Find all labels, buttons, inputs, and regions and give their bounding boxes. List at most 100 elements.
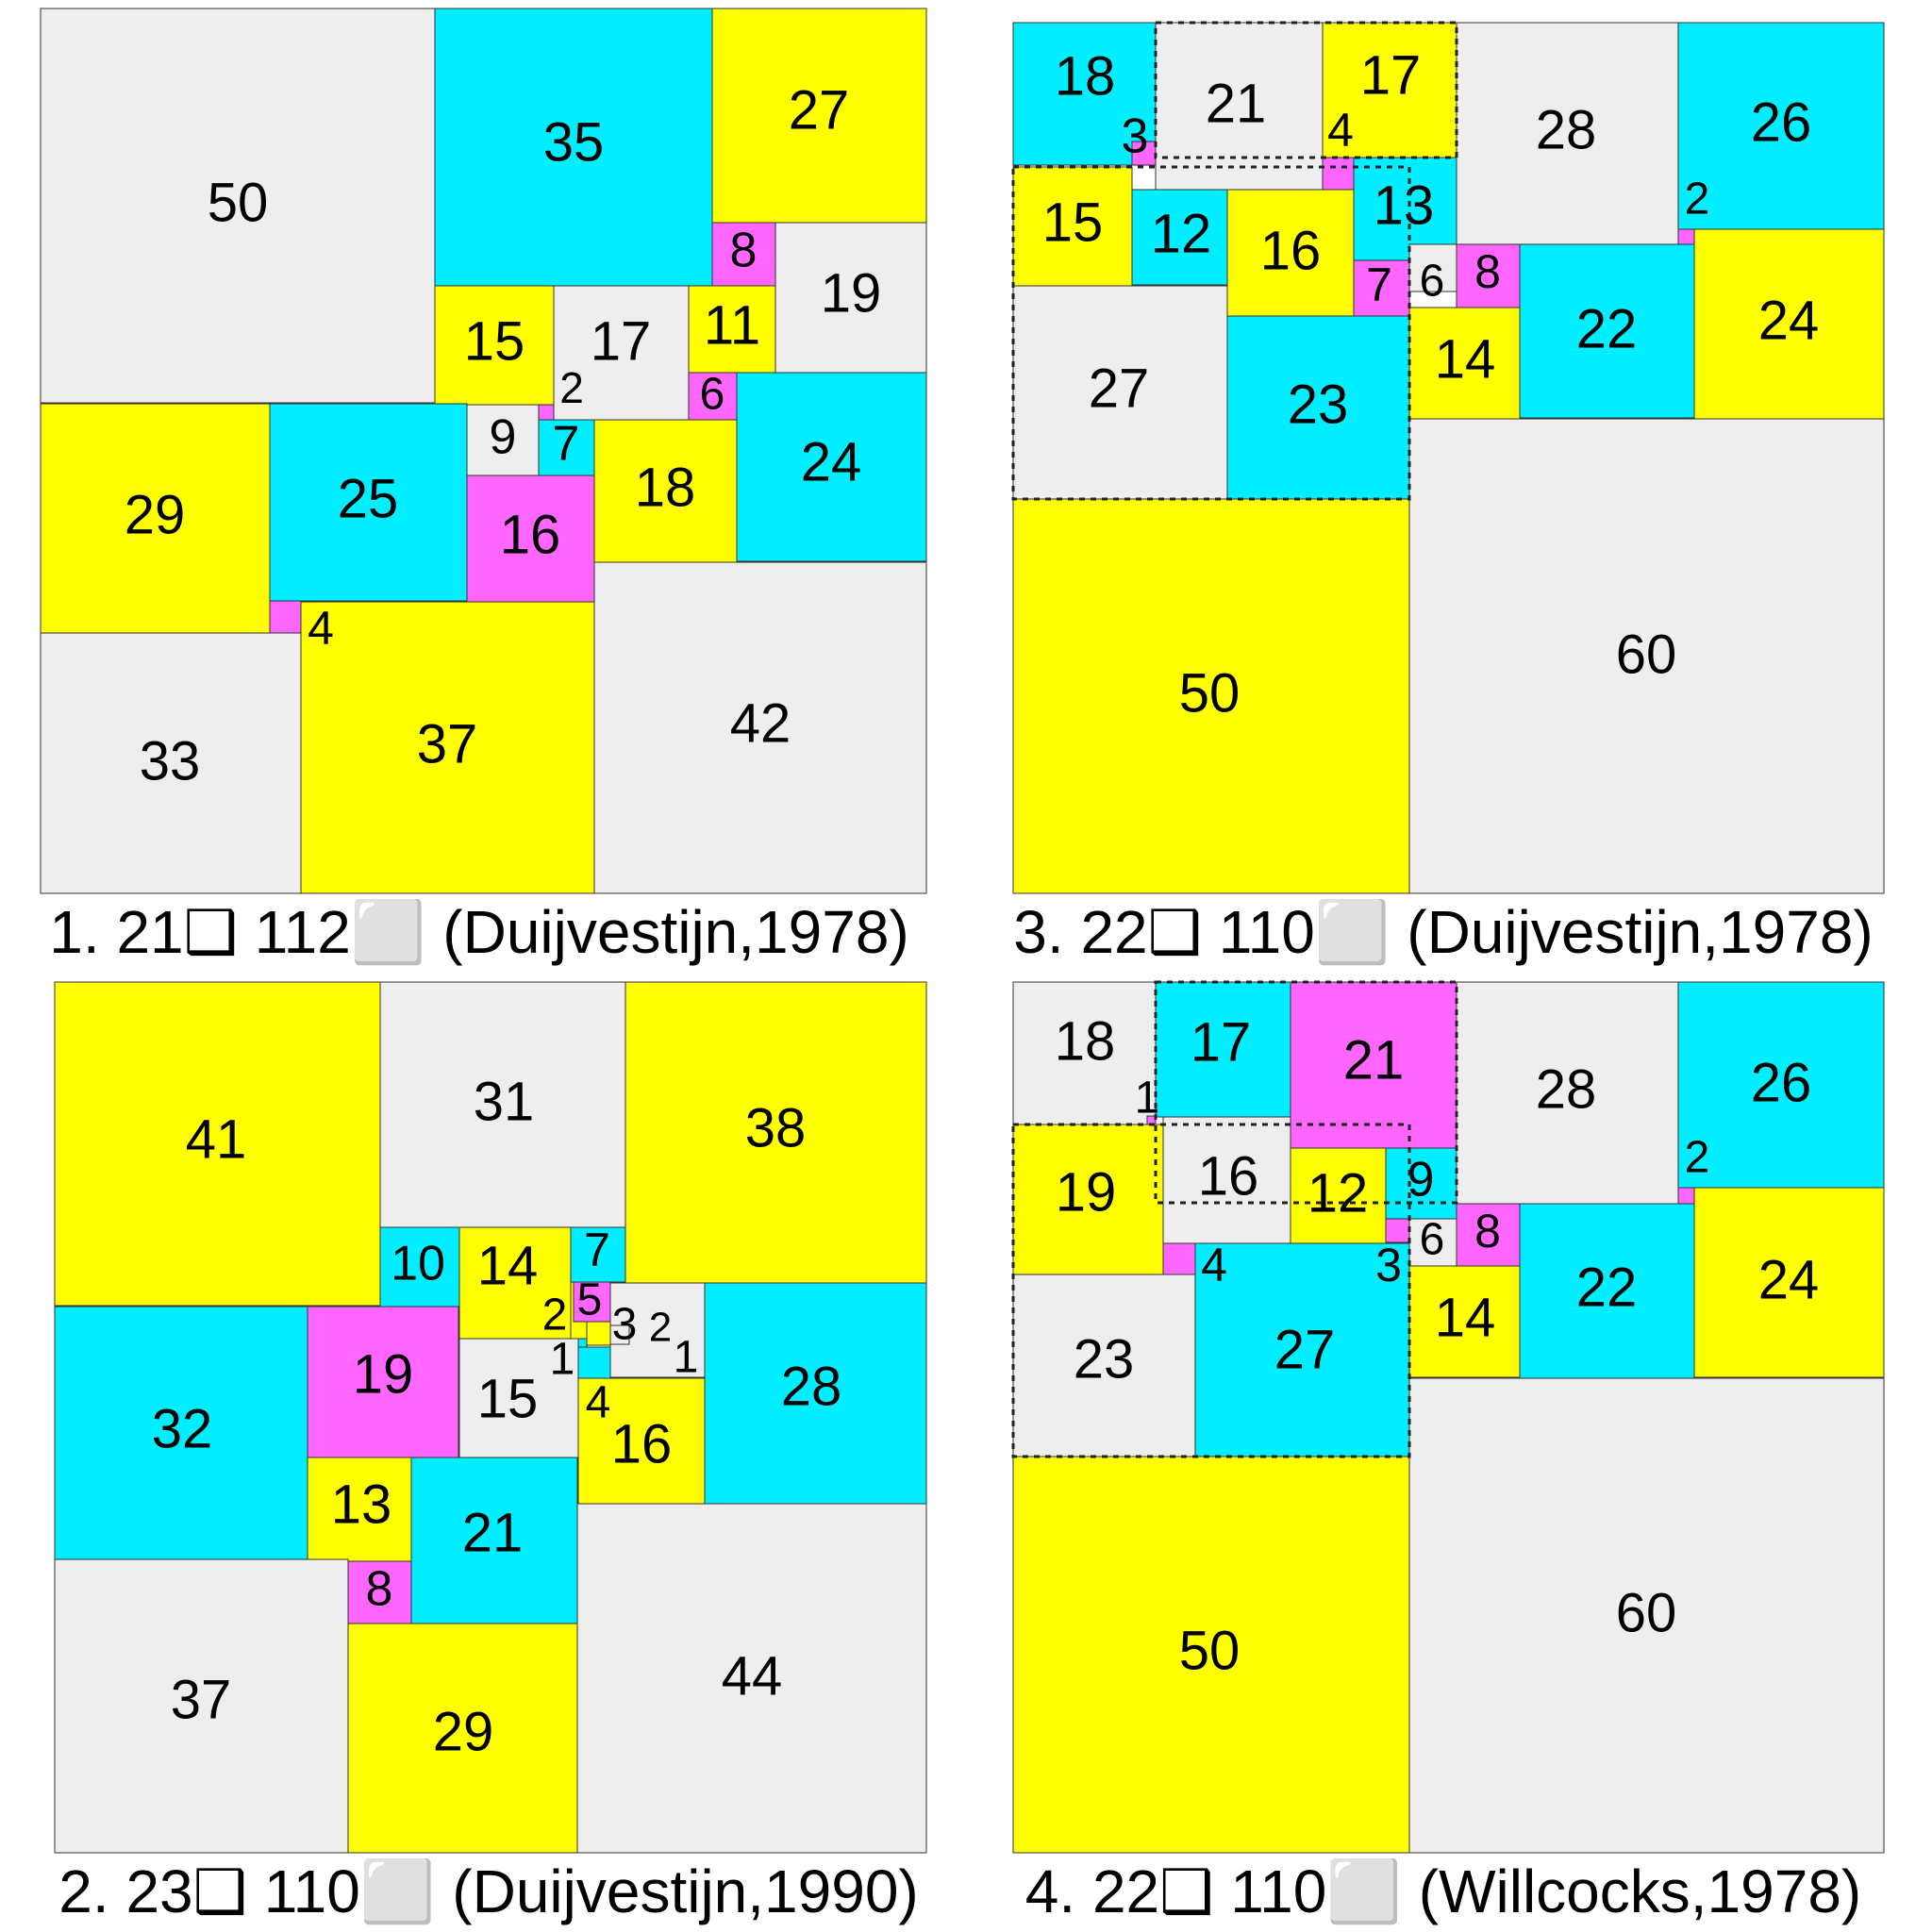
square-14 — [1408, 307, 1521, 420]
square-label: 2 — [1685, 1133, 1710, 1183]
square-15 — [458, 1338, 579, 1458]
square-42 — [593, 561, 927, 894]
square-label: 8 — [366, 1562, 393, 1617]
square-label: 19 — [821, 262, 882, 324]
square-18 — [593, 419, 738, 563]
square-label: 35 — [543, 111, 605, 173]
square-24 — [1693, 228, 1885, 420]
square-label: 44 — [722, 1645, 783, 1707]
square-label: 38 — [745, 1097, 807, 1158]
square-label: 60 — [1616, 624, 1677, 685]
square-28 — [704, 1282, 927, 1505]
square-19 — [1012, 1124, 1164, 1275]
square-label: 12 — [1151, 203, 1212, 264]
square-label: 50 — [1179, 662, 1241, 724]
square-25 — [269, 403, 468, 602]
square-label: 29 — [125, 484, 186, 545]
square-label: 24 — [801, 431, 862, 492]
square-label: 15 — [477, 1368, 539, 1429]
square-label: 14 — [477, 1235, 539, 1296]
square-15 — [1012, 166, 1133, 287]
square-label: 4 — [1327, 104, 1354, 157]
square-33 — [40, 632, 302, 894]
square-label: 29 — [433, 1701, 494, 1762]
square-3 — [1131, 141, 1157, 166]
square-28 — [1456, 22, 1679, 245]
square-24 — [736, 372, 927, 562]
square-label: 4 — [1201, 1239, 1227, 1291]
square-label: 12 — [1307, 1162, 1369, 1224]
dashed-outline — [1011, 1123, 1411, 1458]
square-label: 1 — [550, 1335, 575, 1385]
square-label: 28 — [1536, 99, 1597, 160]
square-label: 9 — [490, 410, 517, 465]
square-15 — [434, 285, 555, 406]
square-label: 8 — [1474, 1205, 1501, 1257]
square-37 — [300, 601, 595, 894]
square-4 — [269, 600, 303, 634]
square-label: 28 — [1536, 1058, 1597, 1120]
square-label: 33 — [140, 730, 201, 791]
square-label: 2 — [649, 1305, 672, 1351]
square-12 — [1131, 189, 1228, 286]
square-9 — [466, 404, 540, 477]
tiling-caption: 3. 22❑ 110⬜ (Duijvestijn,1978) — [1013, 898, 1873, 966]
square-label: 7 — [553, 417, 580, 472]
square-2 — [1677, 1187, 1695, 1205]
square-label: 37 — [171, 1669, 232, 1730]
square-50 — [40, 8, 436, 404]
square-16 — [577, 1377, 706, 1505]
square-4 — [1322, 157, 1355, 191]
square-32 — [54, 1306, 308, 1560]
square-label: 28 — [781, 1356, 842, 1417]
square-label: 21 — [462, 1502, 524, 1563]
square-label: 7 — [584, 1224, 610, 1276]
square-label: 17 — [591, 310, 652, 372]
square-label: 13 — [1374, 175, 1435, 236]
tiling-caption: 4. 22❑ 110⬜ (Willcocks,1978) — [1025, 1857, 1861, 1925]
square-label: 23 — [1074, 1328, 1135, 1390]
square-label: 16 — [611, 1413, 673, 1474]
square-label: 16 — [500, 504, 561, 565]
square-label: 22 — [1576, 1257, 1638, 1318]
square-60 — [1408, 1377, 1885, 1854]
square-60 — [1408, 418, 1885, 894]
square-label: 19 — [353, 1343, 414, 1405]
square-12 — [1290, 1147, 1387, 1244]
square-21 — [1290, 981, 1457, 1149]
dashed-outline — [1154, 21, 1458, 159]
tiling-3: 183 21 174 28 26 2 15 12 16 13 7 6 8 22 24 14 27 23 50 60 3.… — [1011, 21, 1885, 966]
square-26 — [1677, 981, 1885, 1189]
square-label: 10 — [391, 1237, 445, 1291]
square-10 — [379, 1226, 460, 1307]
square-38 — [625, 981, 927, 1284]
square-label: 11 — [704, 294, 760, 356]
square-label: 24 — [1758, 290, 1820, 351]
square-18 — [1012, 981, 1157, 1125]
square-2 — [1677, 228, 1695, 246]
dashed-outline — [1011, 165, 1411, 501]
square-label: 6 — [1420, 1215, 1445, 1265]
square-label: 8 — [730, 224, 758, 278]
square-8 — [347, 1560, 412, 1624]
tiling-caption: 2. 23❑ 110⬜ (Duijvestijn,1990) — [58, 1857, 918, 1925]
square-label: 6 — [700, 370, 725, 420]
square-label: 50 — [1179, 1620, 1241, 1681]
square-31 — [379, 981, 626, 1228]
square-6 — [1408, 243, 1457, 292]
square-4 — [1162, 1242, 1196, 1276]
square-19 — [774, 222, 927, 374]
square-label: 3 — [1122, 109, 1149, 164]
square-label: 3 — [1375, 1239, 1402, 1291]
square-9 — [1385, 1147, 1457, 1220]
square-label: 18 — [1055, 1010, 1116, 1072]
square-8 — [711, 222, 776, 287]
square-label: 27 — [1089, 358, 1150, 419]
square-label: 42 — [730, 692, 791, 754]
square-7 — [538, 419, 595, 476]
square-22 — [1519, 243, 1695, 419]
square-label: 21 — [1206, 73, 1267, 134]
square-label: 24 — [1758, 1249, 1820, 1310]
